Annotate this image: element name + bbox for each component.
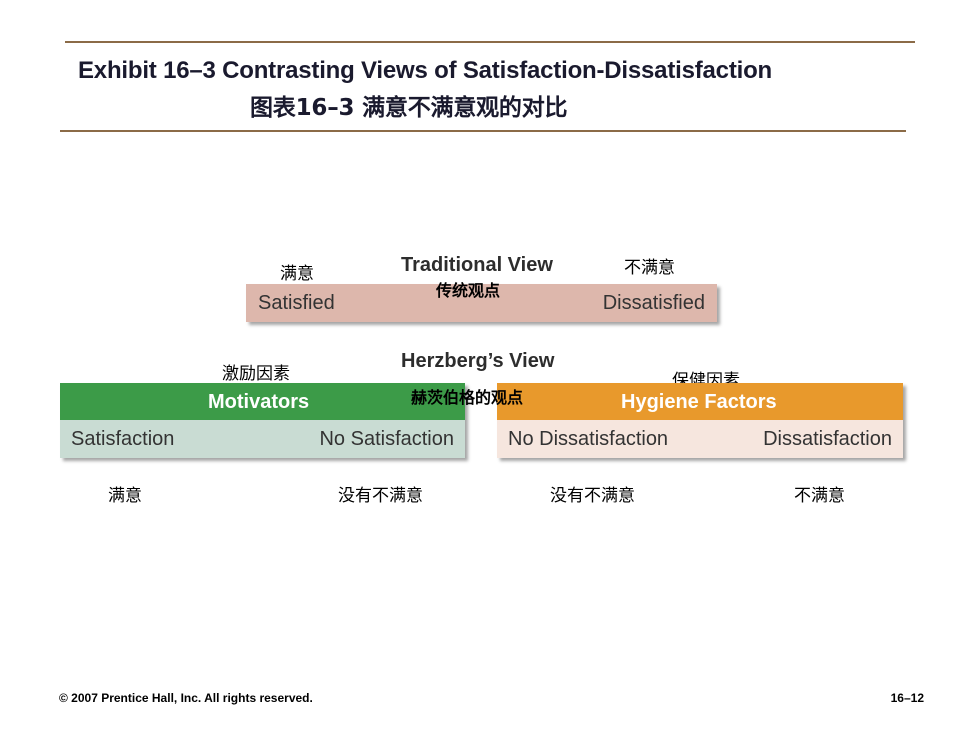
traditional-view-heading-zh: 传统观点	[436, 281, 501, 300]
herzberg-view-heading-zh: 赫茨伯格的观点	[411, 388, 524, 407]
no-dissatisfaction-hygiene-zh: 没有不满意	[550, 486, 635, 506]
no-dissatisfaction-label: No Dissatisfaction	[508, 428, 669, 450]
herzberg-view-heading: Herzberg’s View	[401, 350, 555, 372]
no-dissatisfaction-motivators-zh: 没有不满意	[338, 486, 423, 506]
satisfaction-zh: 满意	[108, 486, 142, 506]
traditional-view-bar: Satisfied Dissatisfied	[246, 284, 717, 322]
slide-title: Exhibit 16–3 Contrasting Views of Satisf…	[78, 57, 772, 84]
dissatisfied-label: Dissatisfied	[602, 292, 705, 314]
satisfaction-label: Satisfaction	[71, 428, 175, 450]
hygiene-factors-title: Hygiene Factors	[621, 391, 777, 413]
dissatisfaction-label: Dissatisfaction	[763, 428, 892, 450]
no-satisfaction-label: No Satisfaction	[319, 428, 454, 450]
top-divider	[65, 41, 915, 43]
traditional-dissatisfied-zh: 不满意	[624, 258, 675, 278]
traditional-view-heading: Traditional View	[401, 254, 553, 276]
motivators-box: Motivators Satisfaction No Satisfaction	[60, 383, 465, 458]
motivators-body: Satisfaction No Satisfaction	[60, 420, 465, 458]
hygiene-factors-body: No Dissatisfaction Dissatisfaction	[497, 420, 903, 458]
dissatisfaction-zh: 不满意	[794, 486, 845, 506]
satisfied-label: Satisfied	[258, 292, 335, 314]
slide-title-chinese: 图表16–3 满意不满意观的对比	[250, 95, 568, 121]
motivators-label-zh: 激励因素	[222, 364, 290, 384]
motivators-header: Motivators	[60, 383, 465, 420]
page-number: 16–12	[890, 691, 924, 705]
copyright-notice: © 2007 Prentice Hall, Inc. All rights re…	[59, 691, 313, 705]
title-bottom-divider	[60, 130, 906, 132]
hygiene-factors-header: Hygiene Factors	[497, 383, 903, 420]
motivators-title: Motivators	[208, 391, 310, 413]
traditional-satisfied-zh: 满意	[280, 264, 314, 284]
hygiene-factors-box: Hygiene Factors No Dissatisfaction Dissa…	[497, 383, 903, 458]
